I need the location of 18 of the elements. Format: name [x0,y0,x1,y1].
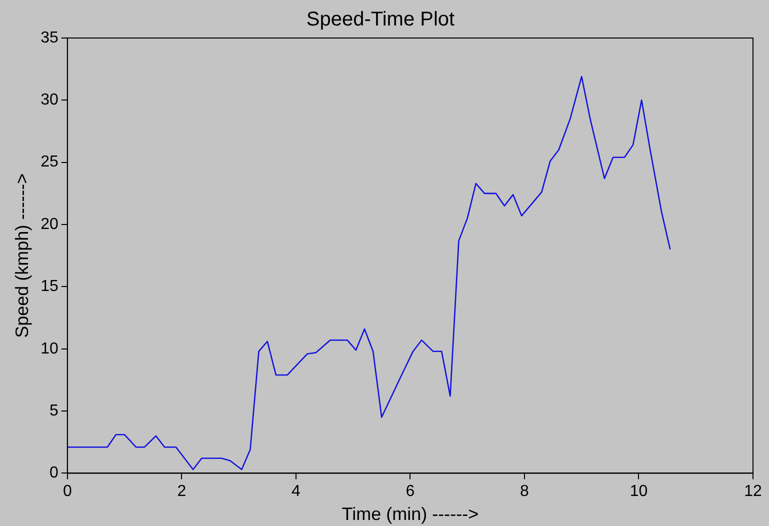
y-tick-label: 20 [40,216,58,233]
x-tick-label: 0 [62,483,72,500]
y-tick-label: 0 [49,464,58,482]
y-tick-label: 15 [40,278,58,296]
y-tick-label: 30 [40,92,58,109]
x-tick-label: 12 [744,483,762,500]
y-axis-title: Speed (kmph) ------> [12,173,32,338]
x-tick-label: 6 [406,483,415,500]
x-tick-label: 2 [177,483,186,500]
x-tick-label: 10 [630,483,648,500]
x-tick-label: 8 [520,483,530,500]
y-tick-label: 25 [40,154,58,171]
y-tick-label: 35 [40,29,58,46]
x-axis-title: Time (min) ------> [342,504,479,524]
y-tick-label: 10 [40,340,58,358]
x-tick-label: 4 [291,483,300,500]
y-tick-label: 5 [49,402,58,420]
chart-title: Speed-Time Plot [306,8,456,31]
